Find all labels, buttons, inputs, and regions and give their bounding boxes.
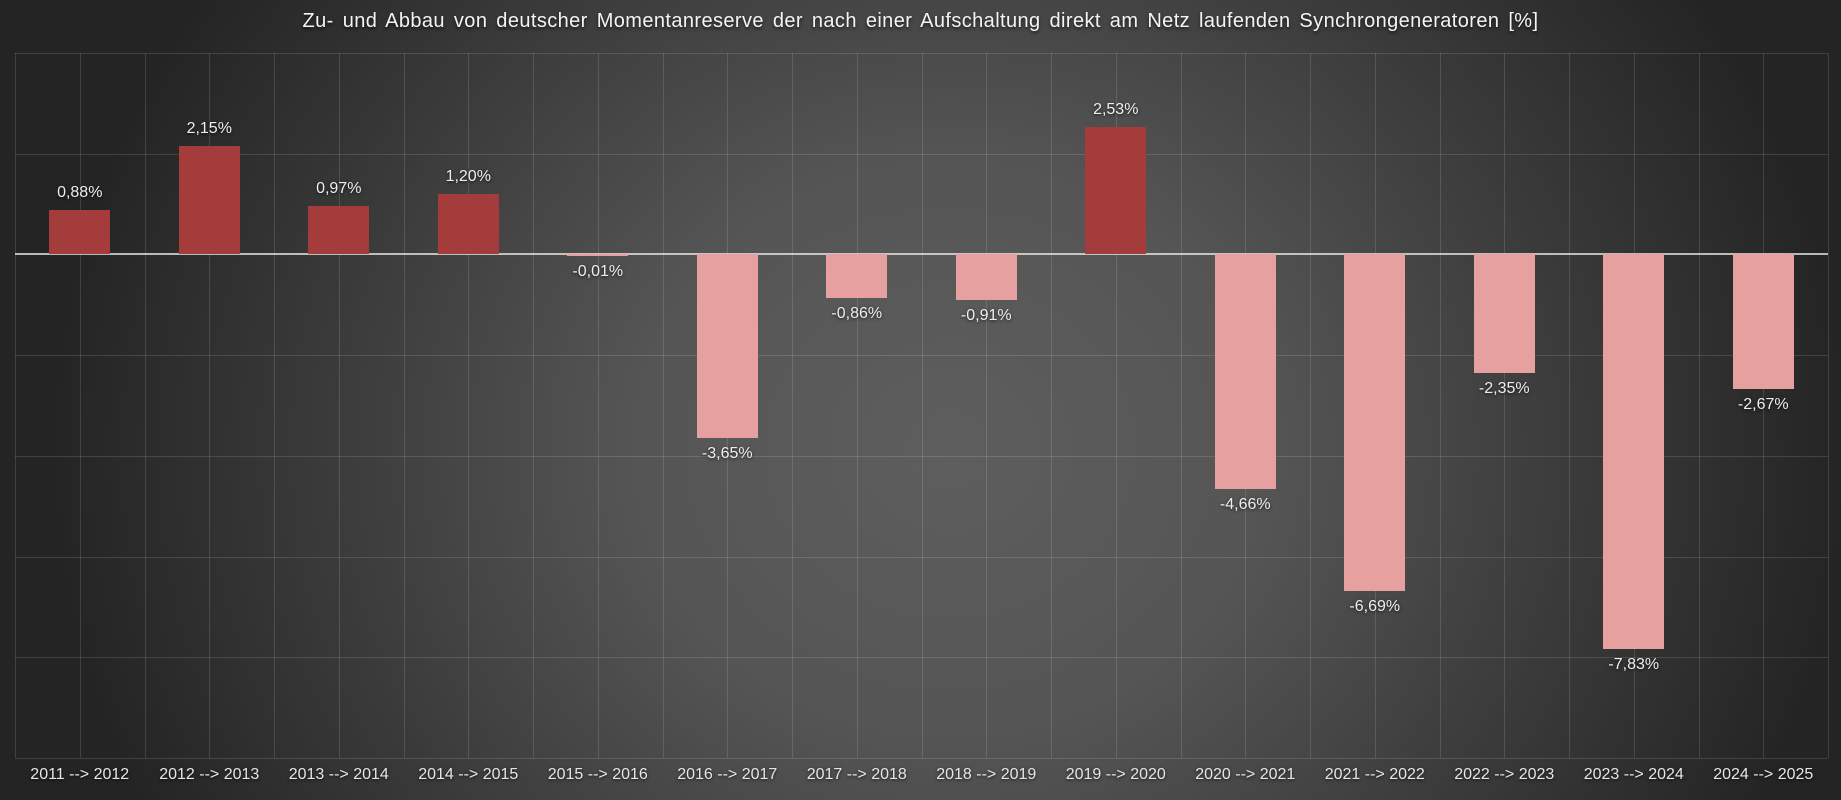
vertical-gridline [15,53,16,758]
bar-negative [567,254,629,256]
vertical-gridline [1828,53,1829,758]
horizontal-gridline [15,557,1828,558]
x-axis-label: 2023 --> 2024 [1583,766,1684,783]
vertical-gridline [1310,53,1311,758]
bar-negative [826,254,888,298]
bar-positive [1085,127,1147,255]
bar-negative [1473,254,1535,373]
horizontal-gridline [15,657,1828,658]
vertical-gridline [79,53,81,758]
zero-axis-line [15,253,1828,255]
vertical-gridline [1115,53,1117,758]
horizontal-gridline [15,154,1828,155]
vertical-gridline [921,53,923,758]
x-axis-label: 2020 --> 2021 [1195,766,1296,783]
vertical-gridline [662,53,664,758]
vertical-gridline [1051,53,1052,758]
bar-positive [308,205,370,255]
bar-positive [178,146,240,255]
x-axis-label: 2021 --> 2022 [1324,766,1425,783]
vertical-gridline [1698,53,1700,758]
bar-value-label: 2,15% [186,120,232,138]
vertical-gridline [792,53,793,758]
vertical-gridline [1569,53,1570,758]
bar-value-label: 0,88% [57,184,103,202]
bar-value-label: -0,91% [960,307,1012,325]
x-axis-label: 2024 --> 2025 [1713,766,1814,783]
vertical-gridline [597,53,599,758]
bar-value-label: -0,86% [831,304,883,322]
x-axis-label: 2022 --> 2023 [1454,766,1555,783]
bar-value-label: -7,83% [1608,655,1660,673]
vertical-gridline [338,53,340,758]
x-axis-label: 2019 --> 2020 [1065,766,1166,783]
bar-value-label: -6,69% [1349,598,1401,616]
chart-title: Zu- und Abbau von deutscher Momentanrese… [302,10,1539,32]
bar-value-label: -3,65% [701,445,753,463]
bar-value-label: -2,67% [1737,395,1789,413]
bar-negative [955,254,1017,301]
bar-negative [1214,254,1276,490]
bar-value-label: -4,66% [1219,496,1271,514]
vertical-gridline [403,53,405,758]
vertical-gridline [274,53,275,758]
x-axis-label: 2013 --> 2014 [288,766,389,783]
horizontal-gridline [15,355,1828,356]
vertical-gridline [1180,53,1182,758]
vertical-gridline [209,53,211,758]
vertical-gridline [1504,53,1506,758]
x-axis-label: 2011 --> 2012 [30,766,130,783]
bar-value-label: 2,53% [1093,101,1139,119]
x-axis-label: 2017 --> 2018 [806,766,907,783]
horizontal-gridline [15,53,1828,54]
bar-value-label: -0,01% [572,262,624,280]
horizontal-gridline [15,456,1828,457]
bar-negative [1344,254,1406,592]
x-axis-label: 2012 --> 2013 [159,766,260,783]
vertical-gridline [1763,53,1765,758]
bar-value-label: 0,97% [316,179,362,197]
vertical-gridline [856,53,858,758]
bar-value-label: 1,20% [445,168,491,185]
horizontal-gridline [15,758,1828,759]
bar-positive [437,194,499,255]
x-axis-label: 2015 --> 2016 [547,766,648,783]
bar-value-label: -2,35% [1478,379,1530,397]
vertical-gridline [986,53,988,758]
bar-negative [1603,254,1665,649]
x-axis-label: 2018 --> 2019 [936,766,1037,783]
bar-negative [696,254,758,439]
vertical-gridline [533,53,534,758]
vertical-gridline [144,53,146,758]
x-axis-label: 2014 --> 2015 [418,766,519,783]
bar-positive [49,210,111,255]
vertical-gridline [1439,53,1441,758]
x-axis-label: 2016 --> 2017 [677,766,778,783]
vertical-gridline [468,53,470,758]
bar-negative [1732,254,1794,389]
